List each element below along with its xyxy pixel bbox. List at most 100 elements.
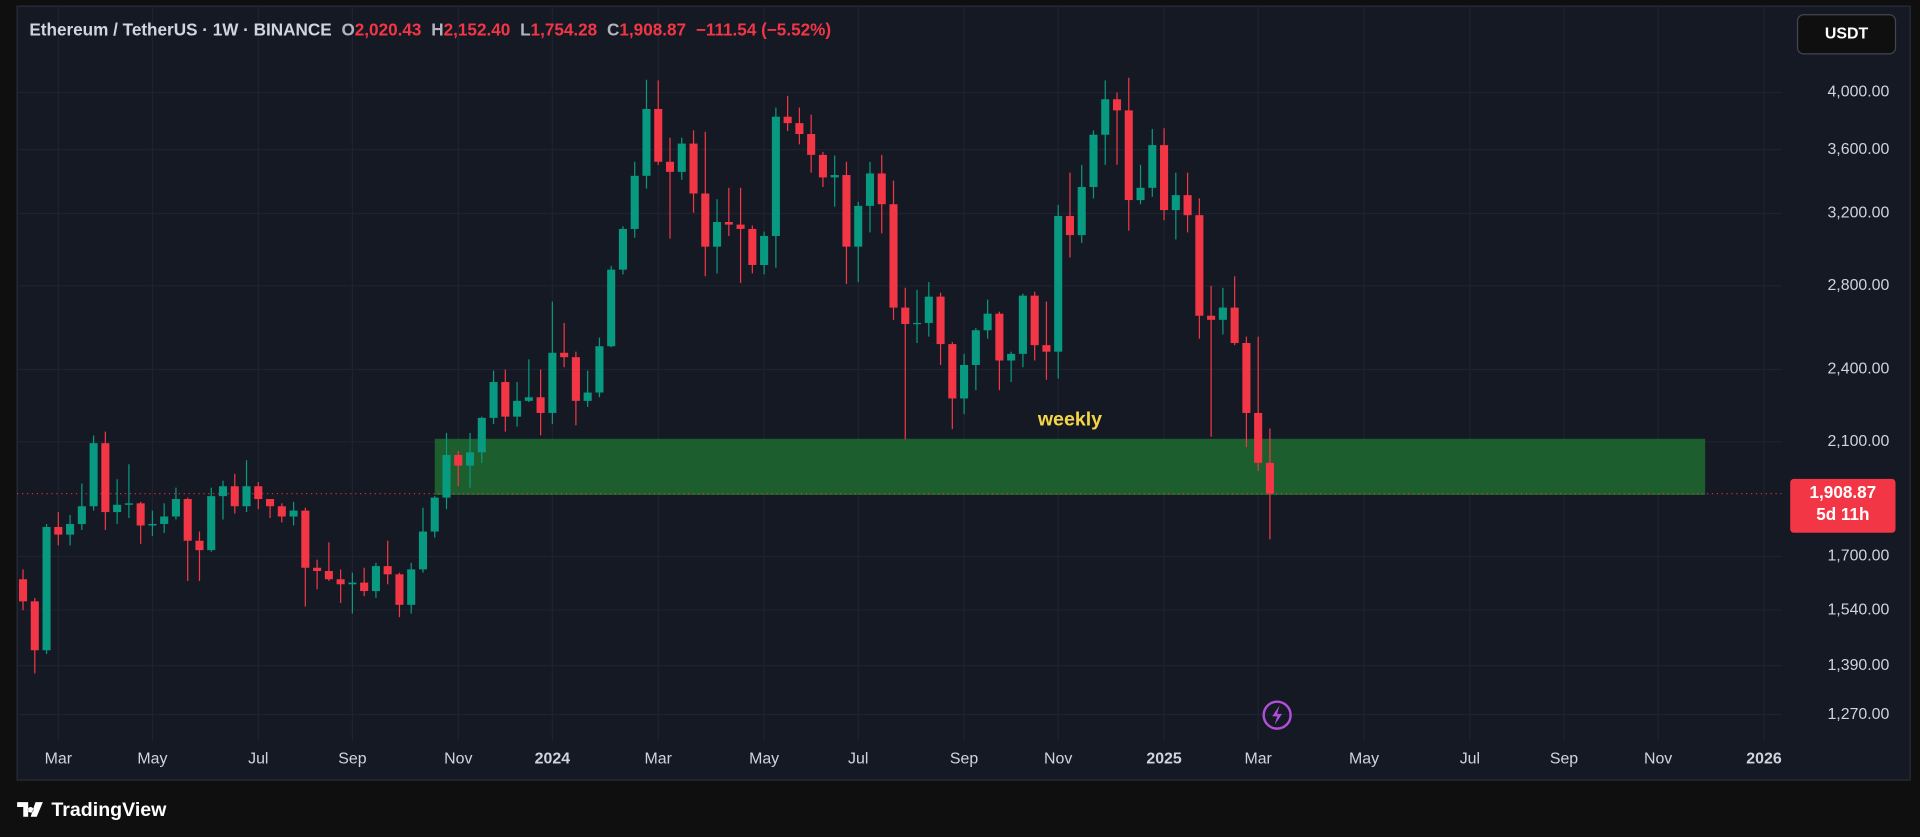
candle-body — [830, 175, 839, 178]
candle-body — [383, 566, 392, 575]
currency-label[interactable]: USDT — [1825, 26, 1869, 43]
candle-body — [1230, 307, 1239, 344]
candle-body — [266, 499, 275, 507]
candle-body — [136, 503, 145, 526]
event-circle[interactable] — [1262, 700, 1292, 730]
candle-body — [371, 566, 380, 592]
x-axis: Mar May Jul Sep Nov 2024 Mar May Jul Sep Nov 2025 Ma… — [45, 750, 1782, 767]
candle-body — [642, 108, 651, 176]
candle-body — [1218, 307, 1227, 320]
candle-body — [607, 269, 616, 347]
candle-body — [960, 364, 969, 399]
candle-body — [1089, 134, 1098, 188]
candle-body — [489, 382, 498, 418]
candle-body — [113, 504, 122, 513]
y-tick-label: 1,540.00 — [1827, 601, 1889, 618]
candle-body — [877, 173, 886, 205]
low-label: L — [520, 19, 530, 39]
candle-body — [1265, 462, 1274, 494]
x-tick-label: 2026 — [1746, 750, 1782, 767]
y-tick-label: 1,390.00 — [1827, 657, 1889, 674]
x-tick-label: Jul — [1460, 750, 1480, 767]
candle-body — [360, 582, 369, 592]
candle-body — [948, 344, 957, 399]
x-tick-label: May — [1349, 750, 1379, 767]
candle-body — [465, 452, 475, 466]
candle-body — [54, 526, 63, 535]
open-value: 2,020.43 — [355, 19, 422, 39]
candle-body — [548, 352, 557, 413]
candle-body — [771, 116, 780, 236]
candle-body — [407, 569, 416, 605]
symbol: Ethereum / TetherUS · 1W · BINANCE — [29, 19, 331, 39]
low-value: 1,754.28 — [531, 19, 598, 39]
candle-body — [1054, 216, 1063, 352]
candle-body — [77, 506, 86, 524]
high-value: 2,152.40 — [444, 19, 511, 39]
candle-body — [1160, 145, 1169, 211]
candle-body — [583, 392, 592, 401]
candle-body — [195, 540, 204, 551]
logo-mark[interactable] — [17, 802, 43, 817]
x-tick-label: 2025 — [1146, 750, 1182, 767]
candle-body — [277, 506, 286, 517]
y-tick-label: 2,800.00 — [1827, 277, 1889, 294]
brand-name[interactable]: TradingView — [51, 799, 167, 821]
candle-body — [313, 567, 322, 572]
candle-body — [701, 193, 710, 247]
x-tick-label: Mar — [645, 750, 673, 767]
candle-body — [795, 123, 804, 134]
currency-button-box[interactable] — [1796, 14, 1897, 55]
event-icon[interactable] — [1262, 700, 1292, 730]
currency-button[interactable]: USDT — [1796, 14, 1897, 55]
candle-body — [936, 296, 945, 345]
candle-body — [1254, 412, 1263, 463]
high-label: H — [431, 19, 443, 39]
candle-body — [571, 357, 580, 401]
candle-body — [1195, 215, 1204, 316]
x-tick-label: 2024 — [535, 750, 571, 767]
candle-body — [677, 143, 686, 172]
close-label: C — [607, 19, 619, 39]
candle-body — [1018, 295, 1027, 354]
candle-body — [901, 307, 910, 324]
candle-body — [477, 417, 486, 453]
candle-body — [524, 397, 533, 401]
candle-body — [348, 582, 357, 585]
candle-body — [865, 173, 875, 206]
candle-body — [66, 523, 75, 535]
candle-body — [1065, 216, 1074, 236]
legend-bar: Ethereum / TetherUS · 1W · BINANCE O2,020… — [29, 19, 831, 39]
y-tick-label: 1,700.00 — [1827, 548, 1889, 565]
x-tick-label: Sep — [1550, 750, 1578, 767]
brand-logo[interactable]: TradingView — [17, 799, 167, 821]
last-price-tag — [1790, 478, 1896, 533]
zone-label: weekly — [1037, 409, 1102, 431]
x-tick-label: Mar — [45, 750, 73, 767]
candle-body — [430, 497, 439, 532]
candle-body — [889, 204, 898, 308]
event-bolt[interactable] — [1272, 705, 1283, 725]
candle-body — [454, 454, 463, 466]
candle-body — [1030, 295, 1039, 346]
candle-body — [1207, 315, 1216, 320]
candle-body — [983, 313, 992, 331]
x-tick-label: Nov — [1644, 750, 1672, 767]
candle-body — [736, 224, 745, 229]
candle-body — [171, 499, 180, 517]
candle-body — [101, 443, 110, 513]
x-tick-label: Mar — [1244, 750, 1272, 767]
candle-body — [724, 221, 733, 225]
candle-body — [1148, 145, 1157, 188]
candle-body — [160, 516, 169, 524]
y-tick-label: 3,200.00 — [1827, 205, 1889, 222]
candle-body — [324, 571, 333, 580]
candle-body — [995, 313, 1004, 361]
candle-body — [18, 579, 28, 602]
candle-body — [912, 322, 922, 325]
x-tick-label: Nov — [444, 750, 472, 767]
candle-body — [748, 228, 757, 265]
candle-body — [807, 133, 816, 155]
